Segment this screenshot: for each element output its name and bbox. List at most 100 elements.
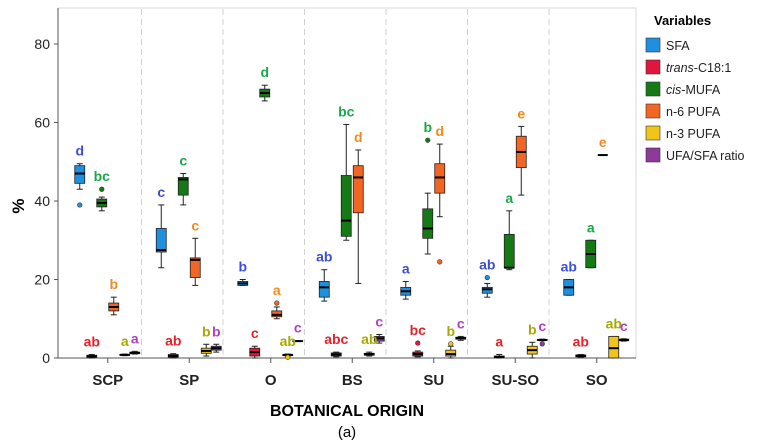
significance-letter: b <box>528 321 537 337</box>
box-n-6-pufa <box>352 149 364 284</box>
box-sfa <box>563 279 575 296</box>
box-sfa <box>74 163 86 208</box>
significance-letter: a <box>273 282 281 298</box>
box-cis-mufa <box>340 123 352 241</box>
significance-letter: c <box>179 153 187 169</box>
box-cis-mufa <box>96 186 108 212</box>
outlier-point <box>415 340 421 346</box>
box <box>340 175 352 237</box>
significance-letter: c <box>620 318 628 334</box>
outlier-point <box>539 341 545 347</box>
significance-letter: bc <box>94 168 111 184</box>
box <box>352 165 364 214</box>
box-n-3-pufa <box>282 353 294 360</box>
significance-letter: b <box>446 323 455 339</box>
significance-letter: ab <box>165 333 181 349</box>
legend-label: trans-C18:1 <box>666 61 731 75</box>
box-sfa <box>481 274 493 298</box>
box <box>503 233 515 269</box>
legend-swatch <box>645 81 661 97</box>
box-trans-c18-1 <box>575 353 587 358</box>
x-tick-label: SP <box>179 372 199 389</box>
legend-swatch <box>645 37 661 53</box>
box-n-3-pufa <box>445 341 457 359</box>
x-tick-label: O <box>265 372 277 389</box>
y-axis-title: % <box>9 198 28 213</box>
significance-letter: e <box>599 134 607 150</box>
box <box>189 257 201 278</box>
y-tick-label: 20 <box>34 272 50 288</box>
box-cis-mufa <box>585 239 597 269</box>
box-sfa <box>237 279 249 286</box>
box <box>155 228 167 253</box>
box-ufa-sfa-ratio <box>536 338 548 347</box>
significance-letter: d <box>75 143 84 159</box>
legend-label: cis-MUFA <box>666 83 721 97</box>
box-cis-mufa <box>259 84 271 102</box>
significance-letter: ab <box>280 333 296 349</box>
box-n-6-pufa <box>108 296 120 316</box>
significance-letter: d <box>354 129 363 145</box>
legend-label: UFA/SFA ratio <box>666 149 745 163</box>
significance-letter: a <box>495 333 503 349</box>
significance-letter: ab <box>84 333 100 349</box>
significance-letter: d <box>260 64 269 80</box>
box-n-3-pufa <box>526 341 538 359</box>
significance-letter: bc <box>410 322 427 338</box>
box-ufa-sfa-ratio <box>210 343 222 353</box>
box-ufa-sfa-ratio <box>129 350 141 355</box>
legend-label: SFA <box>666 39 690 53</box>
box-n-6-pufa <box>271 300 283 320</box>
x-tick-label: BS <box>342 372 363 389</box>
significance-letter: c <box>251 325 259 341</box>
outlier-point <box>99 186 105 192</box>
significance-letter: b <box>202 323 211 339</box>
legend-swatch <box>645 125 661 141</box>
significance-letter: a <box>505 190 513 206</box>
outlier-point <box>448 341 454 347</box>
significance-letter: a <box>121 333 129 349</box>
box-sfa <box>318 269 330 302</box>
significance-letter: b <box>238 259 247 275</box>
box <box>177 177 189 196</box>
x-axis-title: BOTANICAL ORIGIN <box>270 403 424 420</box>
significance-letter: a <box>402 260 410 276</box>
x-tick-label: SCP <box>92 372 123 389</box>
legend: Variables SFA trans-C18:1 cis-MUFA n-6 PUFA… <box>645 13 745 163</box>
significance-letter: c <box>538 318 546 334</box>
significance-letter: b <box>109 276 118 292</box>
box-n-6-pufa <box>434 143 446 265</box>
outlier-point <box>285 354 291 360</box>
box-trans-c18-1 <box>86 353 98 359</box>
outlier-point <box>437 259 443 265</box>
box-ufa-sfa-ratio <box>455 335 467 341</box>
significance-letter: c <box>375 313 383 329</box>
outlier-point <box>77 202 83 208</box>
significance-letter: b <box>212 323 221 339</box>
box-trans-c18-1 <box>330 351 342 358</box>
legend-swatch <box>645 103 661 119</box>
y-tick-label: 0 <box>42 350 50 366</box>
box-n-6-pufa <box>515 125 527 196</box>
box-n-6-pufa <box>189 237 201 286</box>
significance-letter: abc <box>324 331 348 347</box>
significance-letter: ab <box>361 331 377 347</box>
significance-letter: ab <box>606 315 622 331</box>
significance-letter: d <box>435 123 444 139</box>
significance-letter: ab <box>573 333 589 349</box>
box-n-3-pufa <box>119 353 131 357</box>
box-cis-mufa <box>422 137 434 255</box>
significance-letter: c <box>191 217 199 233</box>
box-n-3-pufa <box>363 351 375 357</box>
box-n-3-pufa <box>200 343 212 357</box>
significance-letter: c <box>457 315 465 331</box>
box-sfa <box>155 204 167 269</box>
box-ufa-sfa-ratio <box>292 340 304 343</box>
significance-letter: a <box>587 219 595 235</box>
box-trans-c18-1 <box>167 353 179 359</box>
significance-letter: bc <box>338 103 355 119</box>
legend-swatch <box>645 59 661 75</box>
box <box>318 281 330 298</box>
y-tick-label: 40 <box>34 193 50 209</box>
outlier-point <box>484 274 490 281</box>
